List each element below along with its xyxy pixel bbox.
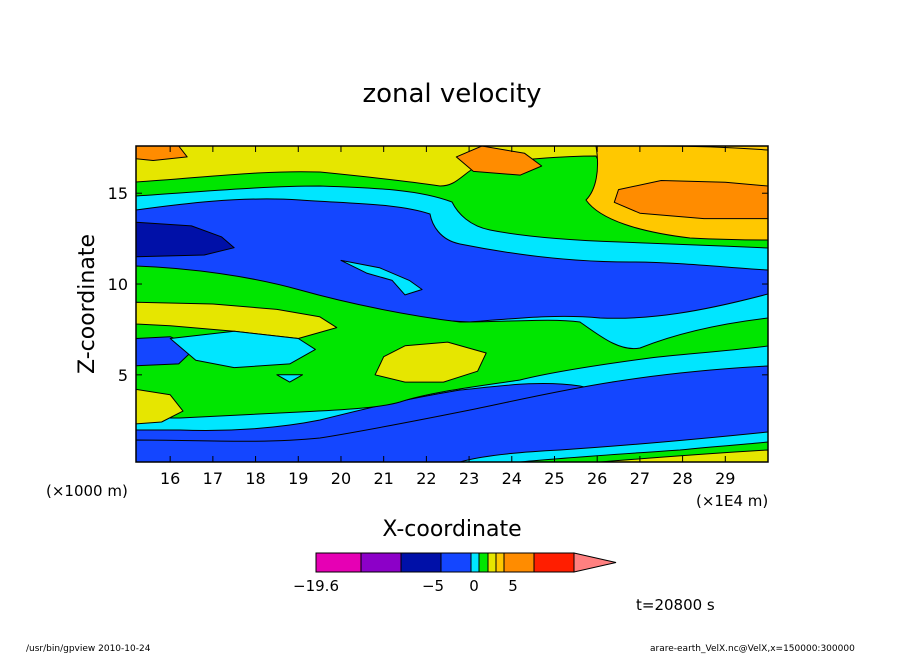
colorbar-box — [478, 552, 489, 573]
colorbar-labels: −19.6 −5 0 5 — [293, 577, 518, 595]
x-axis-label: X-coordinate — [382, 517, 521, 542]
colorbar-box — [503, 552, 535, 573]
x-tick-label: 24 — [502, 469, 522, 488]
plot-frame — [135, 145, 769, 463]
contour-regions — [136, 146, 768, 425]
colorbar-box — [495, 552, 505, 573]
colorbar-box — [533, 552, 575, 573]
x-axis: 16 17 18 19 20 21 22 23 24 25 26 27 28 29 — [160, 146, 735, 488]
region-yellow-lens-left — [136, 301, 338, 339]
x-tick-label: 28 — [672, 469, 692, 488]
footer-right: arare-earth_VelX.nc@VelX,x=150000:300000 — [650, 644, 855, 654]
band-blue-lower — [136, 365, 768, 462]
colorbar-box — [360, 552, 402, 573]
x-tick-label: 27 — [630, 469, 650, 488]
y-axis-label: Z-coordinate — [75, 234, 100, 374]
colorbar-label: 0 — [469, 577, 479, 595]
x-unit-label: (×1E4 m) — [696, 492, 768, 510]
colorbar-box — [315, 552, 362, 573]
time-label: t=20800 s — [636, 596, 715, 614]
y-tick-label: 15 — [108, 184, 128, 203]
footer-left: /usr/bin/gpview 2010-10-24 — [26, 644, 151, 654]
x-tick-label: 18 — [245, 469, 265, 488]
x-tick-label: 20 — [331, 469, 351, 488]
x-tick-label: 22 — [416, 469, 436, 488]
y-unit-label: (×1000 m) — [46, 482, 128, 500]
x-tick-label: 21 — [373, 469, 393, 488]
plot-area — [136, 146, 768, 462]
y-axis: 5 10 15 — [108, 184, 768, 385]
colorbar-box — [487, 552, 497, 573]
x-tick-label: 23 — [459, 469, 479, 488]
colorbar-box — [400, 552, 442, 573]
region-orange-blob-right — [613, 180, 768, 220]
region-deep-blue-core — [136, 221, 235, 258]
colorbar-label: −19.6 — [293, 577, 339, 595]
region-cyan-lens-left — [169, 330, 316, 369]
x-tick-label: 16 — [160, 469, 180, 488]
region-orange-blob-top — [455, 146, 543, 176]
colorbar-label: 5 — [508, 577, 518, 595]
y-tick-label: 5 — [118, 366, 128, 385]
x-tick-label: 25 — [544, 469, 564, 488]
x-tick-label: 29 — [715, 469, 735, 488]
region-yellow-lens-mid — [374, 341, 487, 383]
region-orange-blob-topleft — [136, 146, 188, 161]
region-cyan-spot — [276, 374, 303, 383]
colorbar-box — [440, 552, 472, 573]
colorbar — [315, 552, 617, 573]
colorbar-arrow — [573, 552, 617, 573]
chart-title: zonal velocity — [362, 79, 541, 109]
region-yellow-lens-bottom — [136, 388, 184, 425]
y-tick-label: 10 — [108, 275, 128, 294]
region-cyan-lens — [340, 259, 423, 296]
colorbar-label: −5 — [422, 577, 444, 595]
colorbar-box — [470, 552, 480, 573]
x-tick-label: 17 — [203, 469, 223, 488]
x-tick-label: 19 — [288, 469, 308, 488]
x-tick-label: 26 — [587, 469, 607, 488]
